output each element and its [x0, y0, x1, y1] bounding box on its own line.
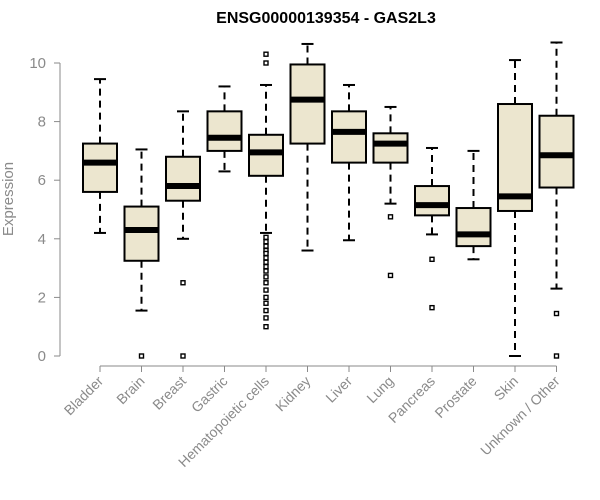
- box-iqr: [82, 142, 118, 193]
- outlier-point: [429, 304, 435, 311]
- outlier-point: [263, 263, 269, 270]
- x-tick-label: Lung: [363, 373, 396, 406]
- outlier-point: [263, 51, 269, 57]
- box-group: [165, 110, 201, 359]
- outlier-point: [263, 259, 269, 265]
- box-iqr: [331, 110, 367, 164]
- outlier-point: [138, 353, 145, 359]
- x-tick-label: Kidney: [272, 373, 314, 415]
- outlier-point: [263, 300, 269, 306]
- outlier-point: [263, 250, 269, 257]
- box-group: [289, 42, 326, 252]
- box-group: [123, 148, 160, 359]
- outlier-point: [180, 280, 186, 286]
- y-tick-label: 8: [38, 114, 46, 131]
- box-iqr: [165, 155, 201, 202]
- box-group: [497, 59, 533, 357]
- outlier-point: [553, 310, 560, 317]
- outlier-point: [263, 274, 269, 280]
- outlier-point: [387, 272, 394, 279]
- outlier-point: [263, 287, 269, 293]
- outlier-point: [263, 234, 269, 241]
- x-tick-label: Skin: [491, 373, 522, 404]
- x-tick-label: Unknown / Other: [477, 373, 563, 459]
- outlier-point: [263, 307, 269, 314]
- outlier-point: [263, 60, 269, 66]
- y-axis-label: Expression: [0, 162, 17, 236]
- y-tick-label: 6: [38, 172, 46, 189]
- outlier-point: [263, 294, 269, 301]
- marks-group: [82, 41, 575, 359]
- outlier-point: [263, 239, 269, 245]
- x-tick-label: Bladder: [61, 373, 107, 419]
- x-tick-label: Brain: [113, 373, 147, 407]
- y-tick-label: 4: [38, 231, 46, 248]
- box-iqr: [372, 132, 409, 164]
- box-group: [455, 149, 492, 261]
- box-group: [248, 51, 284, 330]
- box-iqr: [206, 110, 243, 152]
- box-iqr: [538, 114, 575, 189]
- box-group: [82, 78, 118, 234]
- outlier-point: [387, 214, 394, 220]
- outlier-point: [263, 255, 269, 261]
- box-group: [372, 105, 409, 279]
- x-tick-label: Prostate: [431, 373, 479, 421]
- outlier-point: [180, 353, 186, 359]
- outlier-point: [263, 324, 269, 330]
- box-iqr: [289, 63, 326, 145]
- box-group: [331, 83, 367, 242]
- outlier-point: [263, 280, 269, 286]
- box-iqr: [455, 207, 492, 248]
- outlier-point: [553, 353, 560, 359]
- box-group: [206, 85, 243, 173]
- x-tick-label: Breast: [149, 373, 189, 413]
- outlier-point: [263, 315, 269, 321]
- box-iqr: [497, 103, 533, 212]
- box-group: [414, 146, 450, 311]
- box-iqr: [123, 205, 160, 262]
- y-tick-label: 0: [38, 348, 46, 365]
- x-tick-label: Liver: [322, 373, 355, 406]
- outlier-point: [263, 243, 269, 249]
- box-group: [538, 41, 575, 359]
- outlier-point: [429, 256, 435, 263]
- y-tick-label: 10: [29, 55, 46, 72]
- box-iqr: [414, 185, 450, 217]
- outlier-point: [263, 268, 269, 274]
- chart-title: ENSG00000139354 - GAS2L3: [216, 10, 436, 27]
- y-tick-label: 2: [38, 289, 46, 306]
